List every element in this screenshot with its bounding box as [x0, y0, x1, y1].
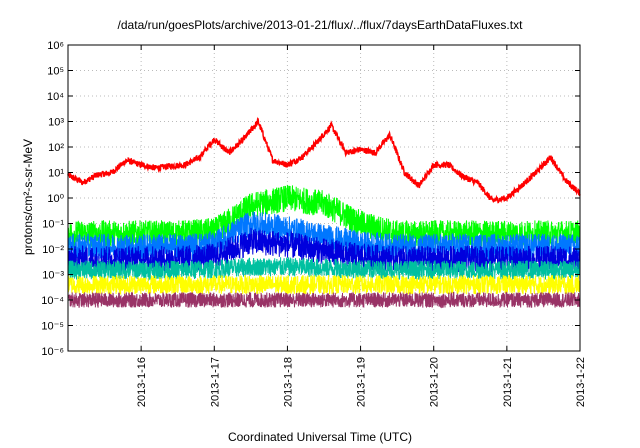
y-ticks: 10⁻⁶ 10⁻⁵ 10⁻⁴ 10⁻³ 10⁻² 10⁻¹ 10⁰ 10¹ 10² 10³ 10⁴ 1… [41, 40, 580, 358]
x-ticks: 2013-1-16 2013-1-17 2013-1-18 2013-1-19 2013… [136, 45, 587, 407]
y-tick-label: 10⁻⁶ [41, 346, 64, 358]
y-tick-label: 10⁶ [47, 40, 64, 52]
x-tick-label: 2013-1-21 [502, 357, 514, 407]
y-tick-label: 10⁻¹ [42, 219, 64, 231]
x-tick-label: 2013-1-17 [209, 357, 221, 407]
x-tick-label: 2013-1-19 [356, 357, 368, 407]
x-tick-label: 2013-1-22 [575, 357, 587, 407]
x-tick-label: 2013-1-16 [136, 357, 148, 407]
y-tick-label: 10³ [48, 117, 64, 129]
y-tick-label: 10⁵ [47, 66, 64, 78]
y-tick-label: 10⁻⁴ [41, 295, 64, 307]
x-tick-label: 2013-1-18 [282, 357, 294, 407]
y-tick-label: 10⁻⁵ [41, 321, 64, 333]
series-line-7 [67, 291, 581, 309]
series-line-1 [67, 116, 581, 204]
y-tick-label: 10² [48, 142, 64, 154]
series-line-6 [67, 274, 581, 296]
y-axis-label: protons/cm²-s-sr-MeV [21, 139, 35, 256]
chart-title: /data/run/goesPlots/archive/2013-01-21/f… [117, 18, 523, 32]
x-axis-label: Coordinated Universal Time (UTC) [227, 430, 413, 444]
y-tick-label: 10⁻³ [42, 270, 64, 282]
y-tick-label: 10⁴ [47, 91, 64, 103]
series-group [67, 116, 581, 309]
x-tick-label: 2013-1-20 [429, 357, 441, 407]
y-tick-label: 10¹ [48, 168, 64, 180]
y-tick-label: 10⁰ [47, 193, 64, 205]
y-tick-label: 10⁻² [42, 244, 64, 256]
series-line-5 [67, 257, 581, 282]
